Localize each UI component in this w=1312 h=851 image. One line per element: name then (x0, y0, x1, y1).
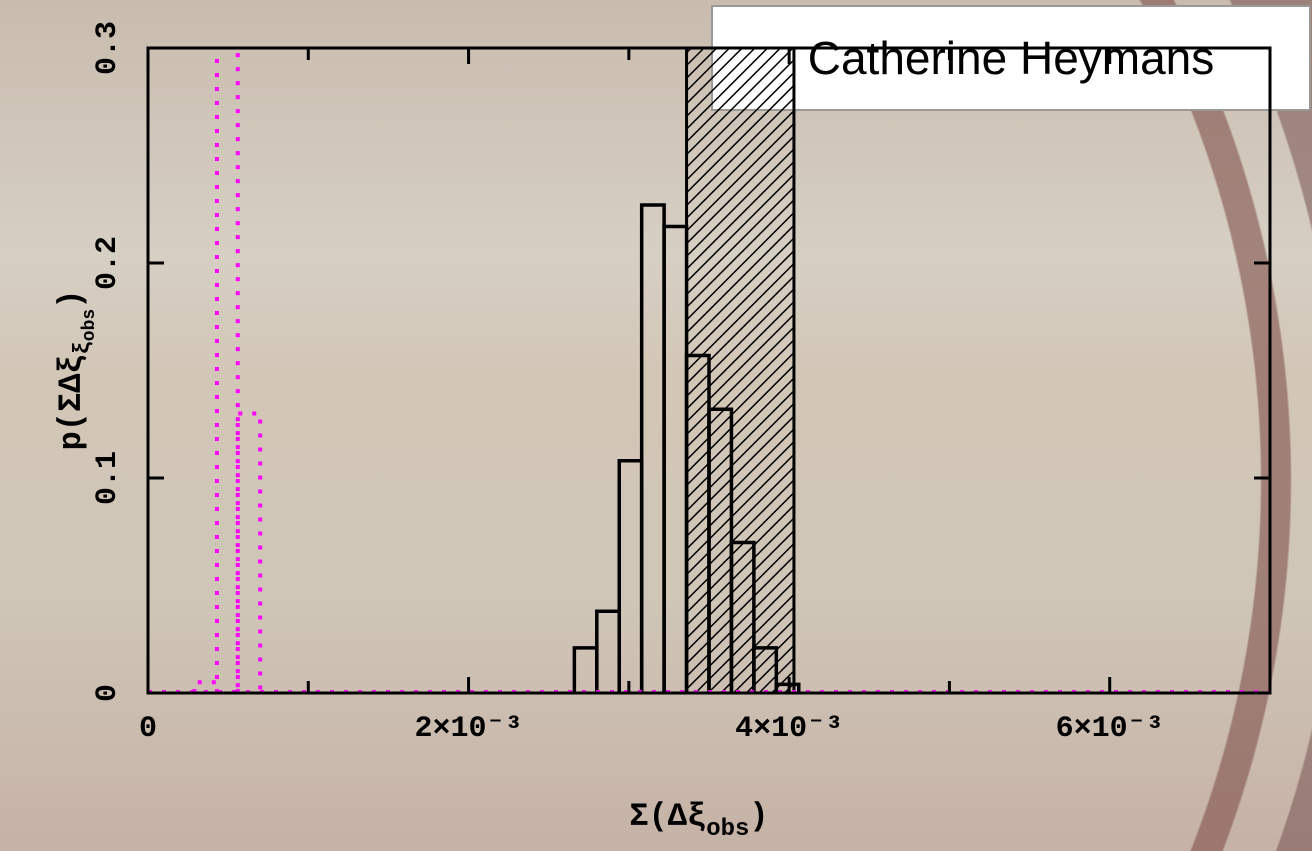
x-axis-label-part: Σ(Δξ (629, 798, 706, 835)
y-tick-label: 0 (91, 684, 125, 702)
y-axis-label-part: ) (53, 290, 90, 309)
histogram-bin (574, 648, 596, 693)
y-axis-label-part: p(ΣΔξ (53, 354, 90, 450)
histogram-bin (664, 226, 686, 693)
histogram-bin (619, 461, 641, 693)
shaded-band (687, 48, 794, 693)
caption: Catherine Heymans (808, 32, 1215, 84)
y-tick-label: 0.3 (91, 21, 125, 75)
y-axis-label-part: obs (80, 309, 100, 341)
page: Catherine Heymans 0 2×10⁻³ 4×10⁻³ 6×10⁻³ 0 0.… (0, 0, 1312, 851)
y-tick-label: 0.2 (91, 236, 125, 290)
x-axis-label-part: obs (706, 816, 749, 843)
histogram-bin (217, 0, 238, 693)
y-axis-label-part: ξ (70, 341, 95, 354)
x-axis-label: Σ(Δξobs) (629, 798, 768, 843)
y-axis-label: p(ΣΔξξobs) (53, 290, 100, 451)
x-tick-label: 6×10⁻³ (1056, 712, 1164, 746)
x-tick-label: 2×10⁻³ (415, 712, 523, 746)
histogram-bin (597, 611, 619, 693)
y-tick-label: 0.1 (91, 451, 125, 505)
x-tick-label: 4×10⁻³ (735, 712, 843, 746)
x-tick-label: 0 (139, 712, 157, 746)
histogram-bin (238, 414, 260, 694)
x-axis-label-part: ) (749, 798, 768, 835)
chart: Catherine Heymans 0 2×10⁻³ 4×10⁻³ 6×10⁻³ 0 0.… (0, 0, 1312, 851)
histogram-bin (642, 205, 664, 693)
